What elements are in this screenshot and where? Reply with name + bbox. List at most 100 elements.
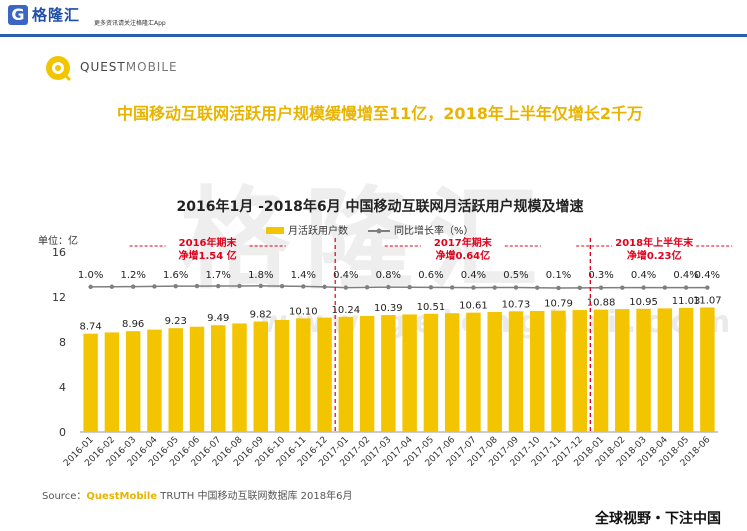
growth-rate-point	[237, 283, 242, 289]
y-axis-label: 单位：亿	[38, 234, 78, 247]
bar-value-label: 8.74	[80, 322, 102, 333]
bar-value-label: 11.07	[693, 295, 722, 306]
bar	[678, 307, 694, 432]
brand-suffix: MOBILE	[125, 60, 178, 74]
bar	[466, 312, 481, 432]
bar-value-label: 9.82	[250, 310, 272, 321]
growth-rate-label: 0.5%	[503, 270, 528, 281]
bar	[700, 307, 715, 432]
annotation-line2: 净增0.64亿	[435, 249, 490, 262]
growth-rate-point	[301, 284, 306, 289]
site-logo-icon: G	[8, 5, 28, 25]
bar	[338, 316, 354, 432]
bar	[125, 331, 141, 432]
growth-rate-label: 0.1%	[546, 270, 571, 281]
bar	[296, 318, 311, 432]
growth-rate-point	[577, 285, 582, 291]
y-tick-label: 16	[52, 246, 66, 259]
bar	[104, 332, 120, 432]
bar-value-label: 9.23	[165, 316, 187, 327]
questmobile-brand: QUESTMOBILE	[80, 60, 178, 74]
bar	[381, 315, 396, 432]
growth-rate-point	[535, 285, 540, 290]
bar	[83, 333, 98, 432]
source-note: Source：QuestMobile TRUTH 中国移动互联网数据库 2018…	[42, 487, 352, 502]
growth-rate-point	[88, 284, 93, 290]
bar	[274, 319, 290, 432]
growth-rate-point	[641, 285, 646, 290]
questmobile-logo-icon	[46, 56, 72, 82]
bar	[551, 310, 566, 432]
growth-rate-point	[173, 283, 178, 289]
growth-rate-label: 0.4%	[333, 270, 358, 281]
headline: 中国移动互联网活跃用户规模缓慢增至11亿，2018年上半年仅增长2千万	[117, 104, 643, 123]
legend-bar-label: 月活跃用户数	[288, 224, 348, 237]
bar-value-label: 11.03	[672, 296, 701, 307]
growth-rate-point	[109, 284, 115, 289]
growth-rate-label: 0.4%	[461, 270, 486, 281]
bar	[572, 310, 587, 432]
growth-rate-point	[471, 285, 476, 290]
growth-rate-point	[598, 285, 604, 290]
growth-rate-label: 1.8%	[248, 270, 273, 281]
growth-rate-label: 0.6%	[418, 270, 443, 281]
y-tick-label: 12	[52, 291, 66, 304]
bar-value-label: 9.49	[207, 313, 229, 324]
bar	[359, 316, 375, 432]
site-name: 格隆汇	[32, 6, 81, 24]
growth-rate-point	[449, 285, 455, 290]
bar	[657, 308, 673, 432]
annotation-line2: 净增0.23亿	[627, 249, 682, 262]
growth-rate-label: 1.6%	[163, 270, 188, 281]
growth-rate-label: 1.0%	[78, 270, 103, 281]
brand-prefix: QUEST	[80, 60, 126, 74]
bar	[253, 321, 268, 432]
bar-value-label: 8.96	[122, 319, 144, 330]
bar	[423, 313, 439, 432]
growth-rate-label: 1.4%	[291, 270, 316, 281]
growth-rate-point	[364, 285, 370, 290]
annotation-line1: 2017年期末	[434, 236, 493, 249]
bar-value-label: 10.61	[459, 301, 488, 312]
annotation-line2: 净增1.54 亿	[179, 249, 237, 262]
legend-line-label: 同比增长率（%）	[394, 224, 474, 237]
growth-rate-line	[90, 285, 708, 289]
bar-value-label: 10.39	[374, 303, 403, 314]
bar-value-label: 10.51	[417, 302, 446, 313]
growth-rate-label: 1.7%	[206, 270, 231, 281]
bar-value-label: 10.73	[502, 299, 531, 310]
bar	[317, 317, 332, 432]
bar	[636, 308, 651, 432]
y-tick-label: 4	[59, 381, 66, 394]
growth-rate-label: 0.4%	[673, 270, 698, 281]
bar	[530, 310, 545, 432]
growth-rate-point	[662, 285, 668, 290]
growth-rate-label: 0.3%	[588, 270, 613, 281]
growth-rate-point	[194, 283, 200, 289]
bar	[615, 309, 630, 432]
bottom-banner: 全球视野・下注中国	[595, 511, 721, 527]
legend-line-marker	[376, 228, 382, 234]
bar	[211, 325, 226, 432]
site-tagline: 更多资讯请关注格隆汇App	[94, 20, 166, 27]
growth-rate-point	[492, 285, 497, 290]
y-tick-label: 8	[59, 336, 66, 349]
bar-value-label: 10.95	[629, 297, 658, 308]
growth-rate-point	[705, 285, 710, 290]
growth-rate-point	[279, 283, 285, 289]
annotation-line1: 2018年上半年末	[615, 236, 694, 249]
growth-rate-label: 0.4%	[695, 270, 720, 281]
source-rest: TRUTH 中国移动互联网数据库 2018年6月	[157, 491, 353, 502]
y-tick-label: 0	[59, 426, 66, 439]
growth-rate-point	[513, 285, 519, 290]
growth-rate-point	[556, 285, 561, 291]
growth-rate-label: 1.2%	[120, 270, 145, 281]
bar	[593, 309, 609, 432]
growth-rate-point	[130, 284, 136, 289]
top-bar: G 格隆汇 更多资讯请关注格隆汇App	[0, 0, 747, 37]
growth-rate-point	[386, 284, 391, 290]
bar	[402, 314, 417, 432]
bar-value-label: 10.24	[332, 305, 361, 316]
growth-rate-point	[216, 283, 221, 289]
